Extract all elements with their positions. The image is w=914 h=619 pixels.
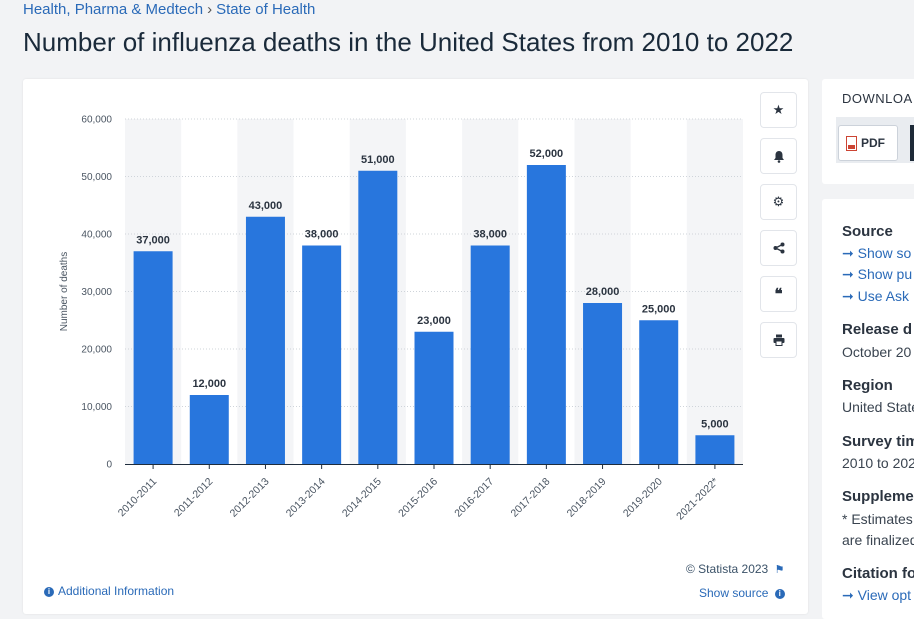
x-tick-label: 2015-2016	[396, 476, 440, 520]
x-tick-label: 2017-2018	[508, 476, 552, 520]
supplementary-line-1: * Estimates	[842, 511, 913, 527]
arrow-right-icon: ➞	[842, 266, 858, 282]
bar-2012-2013	[245, 216, 285, 464]
view-citation-options-link[interactable]: ➞ View opt	[842, 587, 912, 603]
x-tick-label: 2019-2020	[621, 476, 665, 520]
data-label: 38,000	[473, 229, 507, 241]
settings-button[interactable]: ⚙	[760, 184, 797, 220]
show-publisher-link[interactable]: ➞ Show pu	[842, 266, 913, 282]
download-title: DOWNLOA	[842, 91, 913, 106]
citation-heading: Citation fo	[842, 565, 914, 582]
x-tick-label: 2013-2014	[284, 476, 328, 520]
bar-2018-2019	[583, 303, 623, 464]
bar-2015-2016	[414, 331, 454, 464]
survey-time-value: 2010 to 202	[842, 455, 914, 471]
bar-2019-2020	[639, 320, 679, 464]
breadcrumb-category-link[interactable]: Health, Pharma & Medtech	[23, 1, 204, 18]
data-label: 12,000	[192, 378, 226, 390]
notification-button[interactable]	[760, 138, 797, 174]
info-icon: i	[44, 586, 54, 597]
additional-information-link[interactable]: i Additional Information	[44, 584, 174, 598]
share-button[interactable]	[760, 230, 797, 266]
bar-2021-2022*	[695, 435, 735, 464]
flag-icon: ⚑	[774, 564, 785, 576]
y-tick-label: 0	[106, 460, 112, 471]
info-icon: i	[774, 588, 785, 599]
pdf-download-button[interactable]: PDF	[838, 125, 898, 161]
bar-2017-2018	[526, 165, 566, 464]
bell-icon	[773, 150, 784, 163]
data-label: 43,000	[249, 200, 283, 212]
supplementary-heading: Suppleme	[842, 488, 914, 505]
data-label: 28,000	[586, 286, 620, 298]
chart-card: 0 10,000 20,000 30,000 40,000 50,000 60,000 Num…	[23, 79, 808, 614]
release-date-value: October 20	[842, 344, 912, 360]
pdf-file-icon	[846, 135, 857, 151]
bar-2013-2014	[302, 245, 342, 464]
use-ask-link[interactable]: ➞ Use Ask	[842, 288, 909, 304]
survey-time-heading: Survey tim	[842, 433, 914, 450]
bar-2010-2011	[133, 251, 173, 464]
arrow-right-icon: ➞	[842, 587, 858, 603]
y-tick-label: 10,000	[81, 402, 112, 413]
bar-chart: 0 10,000 20,000 30,000 40,000 50,000 60,000 Num…	[59, 115, 743, 523]
star-icon: ★	[772, 102, 785, 117]
source-heading: Source	[842, 223, 893, 240]
supplementary-line-2: are finalized	[842, 532, 914, 548]
arrow-right-icon: ➞	[842, 288, 858, 304]
breadcrumb-separator: ›	[207, 1, 213, 18]
print-button[interactable]	[760, 322, 797, 358]
arrow-right-icon: ➞	[842, 245, 858, 261]
statistic-info-panel: Source ➞ Show so ➞ Show pu ➞ Use Ask Rel…	[822, 199, 914, 619]
gear-icon: ⚙	[772, 194, 785, 209]
data-label: 23,000	[417, 315, 451, 327]
column-band	[686, 119, 743, 464]
data-label: 25,000	[642, 303, 676, 315]
breadcrumb: Health, Pharma & Medtech › State of Health	[23, 1, 315, 18]
breadcrumb-topic-link[interactable]: State of Health	[216, 1, 316, 18]
bar-2011-2012	[189, 395, 229, 464]
data-label: 37,000	[136, 234, 170, 246]
y-tick-label: 60,000	[81, 115, 112, 126]
x-tick-label: 2012-2013	[228, 476, 272, 520]
data-label: 38,000	[305, 229, 339, 241]
region-heading: Region	[842, 377, 893, 394]
quote-icon: ❝	[774, 286, 783, 303]
y-axis-label: Number of deaths	[59, 252, 70, 332]
x-tick-label: 2016-2017	[452, 476, 496, 520]
y-tick-label: 50,000	[81, 172, 112, 183]
favorite-button[interactable]: ★	[760, 92, 797, 128]
x-tick-label: 2014-2015	[340, 476, 384, 520]
show-source-link[interactable]: Show source i	[699, 586, 785, 600]
bar-2016-2017	[470, 245, 510, 464]
data-label: 52,000	[530, 148, 564, 160]
y-tick-label: 20,000	[81, 345, 112, 356]
print-icon	[773, 334, 784, 346]
show-source-details-link[interactable]: ➞ Show so	[842, 245, 912, 261]
x-tick-label: 2010-2011	[116, 476, 160, 520]
share-icon	[773, 242, 784, 254]
data-label: 5,000	[701, 418, 729, 430]
x-tick-label: 2021-2022*	[674, 476, 721, 523]
bar-2014-2015	[358, 170, 398, 464]
x-tick-label: 2011-2012	[172, 476, 216, 520]
release-date-heading: Release d	[842, 321, 913, 338]
download-panel: DOWNLOA PDF	[822, 79, 914, 184]
page-title: Number of influenza deaths in the United…	[23, 27, 794, 57]
x-tick-label: 2018-2019	[565, 476, 609, 520]
copyright[interactable]: © Statista 2023 ⚑	[686, 562, 785, 576]
y-tick-label: 40,000	[81, 230, 112, 241]
cite-button[interactable]: ❝	[760, 276, 797, 312]
region-value: United State	[842, 399, 914, 415]
download-button-edge[interactable]	[910, 125, 914, 161]
data-label: 51,000	[361, 154, 395, 166]
y-tick-label: 30,000	[81, 287, 112, 298]
